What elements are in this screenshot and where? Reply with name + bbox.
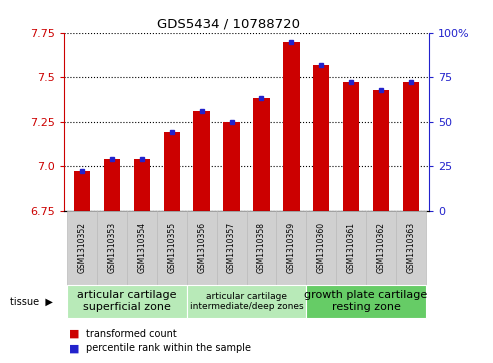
Bar: [104, 159, 120, 211]
Text: articular cartilage
superficial zone: articular cartilage superficial zone: [77, 290, 176, 312]
Text: transformed count: transformed count: [86, 329, 177, 339]
Text: GSM1310359: GSM1310359: [287, 222, 296, 273]
Bar: [164, 132, 180, 211]
Bar: [373, 90, 389, 211]
Text: GSM1310360: GSM1310360: [317, 222, 326, 273]
Text: ■: ■: [69, 343, 79, 354]
Bar: [74, 171, 90, 211]
Bar: [403, 82, 419, 211]
Bar: [193, 111, 210, 211]
Text: percentile rank within the sample: percentile rank within the sample: [86, 343, 251, 354]
Text: GSM1310352: GSM1310352: [77, 222, 87, 273]
Text: GSM1310357: GSM1310357: [227, 222, 236, 273]
Text: GSM1310358: GSM1310358: [257, 222, 266, 273]
Text: GSM1310353: GSM1310353: [107, 222, 116, 273]
Bar: [343, 82, 359, 211]
Text: growth plate cartilage
resting zone: growth plate cartilage resting zone: [305, 290, 428, 312]
Bar: [313, 65, 329, 211]
Bar: [283, 41, 300, 211]
Text: tissue  ▶: tissue ▶: [10, 296, 53, 306]
Text: GSM1310356: GSM1310356: [197, 222, 206, 273]
Bar: [253, 98, 270, 211]
Bar: [134, 159, 150, 211]
Title: GDS5434 / 10788720: GDS5434 / 10788720: [157, 17, 300, 30]
Text: GSM1310361: GSM1310361: [347, 222, 355, 273]
Text: GSM1310362: GSM1310362: [377, 222, 386, 273]
Text: GSM1310355: GSM1310355: [167, 222, 176, 273]
Text: ■: ■: [69, 329, 79, 339]
Text: GSM1310363: GSM1310363: [406, 222, 416, 273]
Text: articular cartilage
intermediate/deep zones: articular cartilage intermediate/deep zo…: [190, 291, 303, 311]
Text: GSM1310354: GSM1310354: [138, 222, 146, 273]
Bar: [223, 122, 240, 211]
